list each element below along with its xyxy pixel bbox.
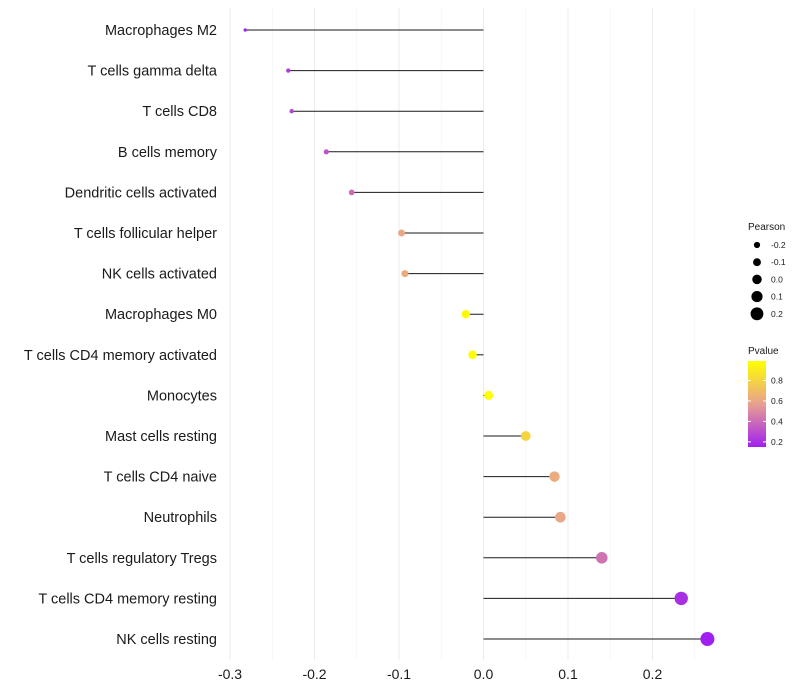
y-label: Macrophages M2 xyxy=(105,23,217,39)
pearson-legend-label: 0.1 xyxy=(771,292,783,302)
pearson-legend-label: 0.2 xyxy=(771,309,783,319)
lollipop-point xyxy=(461,309,470,319)
pearson-legend-key xyxy=(750,307,764,321)
lollipop-point xyxy=(348,189,355,196)
lollipop-point xyxy=(484,390,494,400)
x-tick-label: -0.3 xyxy=(218,666,242,682)
pvalue-legend-label: 0.8 xyxy=(771,375,783,385)
y-label: T cells follicular helper xyxy=(74,226,217,242)
y-label: Dendritic cells activated xyxy=(65,185,217,201)
pvalue-color-legend: Pvalue 0.8 0.6 0.4 0.2 xyxy=(748,346,783,447)
lollipop-point xyxy=(555,511,566,523)
y-axis-labels: Macrophages M2 T cells gamma delta T cells… xyxy=(24,23,218,648)
y-label: NK cells activated xyxy=(102,267,217,283)
y-label: NK cells resting xyxy=(116,632,217,648)
x-tick-label: -0.2 xyxy=(302,666,326,682)
lollipop-point xyxy=(700,632,715,646)
lollipop-point xyxy=(520,431,531,441)
y-label: Macrophages M0 xyxy=(105,307,217,323)
pearson-legend-key xyxy=(752,274,762,285)
lollipop-point xyxy=(674,591,688,606)
y-label: Mast cells resting xyxy=(105,429,217,445)
pearson-legend-key xyxy=(753,241,761,249)
pvalue-legend-label: 0.4 xyxy=(771,416,783,426)
x-tick-label: -0.1 xyxy=(387,666,411,682)
x-tick-label: 0.0 xyxy=(474,666,494,682)
y-label: B cells memory xyxy=(118,145,218,161)
pearson-size-legend: Pearson -0.2 -0.1 0.0 0.1 0.2 xyxy=(748,222,786,321)
lollipop-point xyxy=(401,270,409,278)
lollipop-points xyxy=(243,28,715,646)
lollipop-point xyxy=(398,229,406,237)
lollipop-point xyxy=(468,350,477,360)
x-tick-label: 0.2 xyxy=(643,666,663,682)
pvalue-legend-title: Pvalue xyxy=(748,346,779,357)
lollipop-point xyxy=(289,108,294,114)
y-label: T cells CD4 naive xyxy=(104,470,217,486)
y-label: T cells gamma delta xyxy=(88,64,218,80)
pearson-legend-label: -0.2 xyxy=(771,240,786,250)
lollipop-point xyxy=(323,149,329,155)
pvalue-legend-label: 0.2 xyxy=(771,437,783,447)
y-label: T cells regulatory Tregs xyxy=(67,551,217,567)
y-label: T cells CD8 xyxy=(142,104,217,120)
pvalue-legend-label: 0.6 xyxy=(771,396,783,406)
pearson-legend-label: -0.1 xyxy=(771,257,786,267)
lollipop-point xyxy=(549,471,560,482)
pearson-legend-title: Pearson xyxy=(748,222,785,233)
pearson-legend-key xyxy=(753,258,761,267)
lollipop-point xyxy=(596,552,608,564)
y-label: T cells CD4 memory activated xyxy=(24,348,217,364)
lollipop-stems xyxy=(245,29,708,640)
y-label: T cells CD4 memory resting xyxy=(38,591,217,607)
pearson-legend-key xyxy=(751,291,763,303)
x-tick-label: 0.1 xyxy=(558,666,578,682)
y-label: Monocytes xyxy=(147,388,217,404)
lollipop-point xyxy=(286,68,291,73)
x-axis-ticks: -0.3 -0.2 -0.1 0.0 0.1 0.2 xyxy=(218,666,663,682)
pearson-legend-label: 0.0 xyxy=(771,274,783,284)
gridlines xyxy=(229,8,696,660)
pvalue-colorbar xyxy=(748,361,766,447)
lollipop-point xyxy=(243,28,247,32)
y-label: Neutrophils xyxy=(144,510,217,526)
